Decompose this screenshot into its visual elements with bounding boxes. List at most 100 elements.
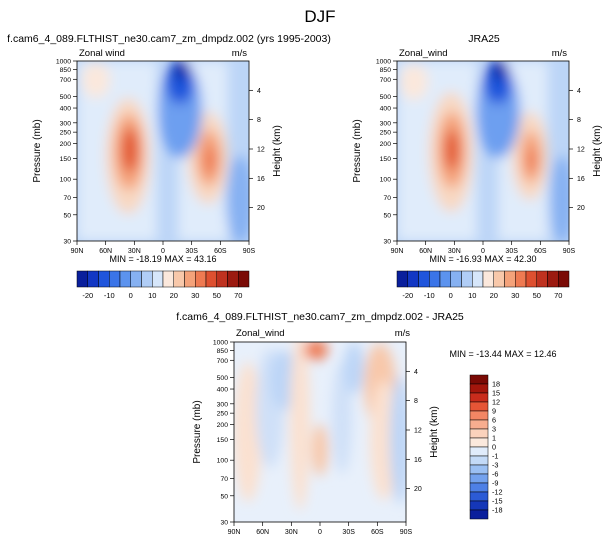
colorbar-swatch: [238, 270, 250, 288]
colorbar-label: 30: [191, 291, 199, 300]
y-tick-label: 100: [217, 458, 229, 465]
colorbar-label: -9: [492, 479, 499, 488]
y-tick-label: 200: [217, 422, 229, 429]
x-tick-label: 90S: [563, 248, 576, 255]
colorbar-label: 9: [492, 407, 496, 416]
panel-title: f.cam6_4_089.FLTHIST_ne30.cam7_zm_dmpdz.…: [176, 311, 464, 323]
colorbar-label: 0: [449, 291, 453, 300]
colorbar-swatch: [525, 270, 537, 288]
colorbar-swatch: [162, 270, 174, 288]
y-tick-label: 500: [60, 94, 72, 101]
height-tick-label: 16: [577, 176, 585, 183]
y-tick-label: 100: [60, 177, 72, 184]
colorbar-swatch: [469, 428, 489, 439]
colorbar-swatch: [469, 446, 489, 457]
x-tick-label: 90N: [71, 248, 84, 255]
colorbar-label: 10: [468, 291, 476, 300]
axes: 90N 60N 30N 0 30S 60S 90S 30 50 70 100 150 200 250 300…: [56, 59, 265, 256]
x-tick-label: 90N: [391, 248, 404, 255]
y-tick-label: 850: [380, 67, 392, 74]
x-tick-label: 60N: [256, 529, 269, 536]
diff-pos: [290, 342, 310, 510]
y-tick-label: 30: [220, 520, 228, 527]
colorbar-swatch: [469, 401, 489, 412]
y-tick-label: 150: [60, 156, 72, 163]
jet-north-core: [122, 128, 138, 172]
colorbar-swatch: [558, 270, 570, 288]
diff-neg: [332, 362, 352, 474]
south-surface: [550, 156, 569, 241]
colorbar-swatch: [227, 270, 239, 288]
colorbar-swatch: [469, 482, 489, 493]
x-tick-label: 30N: [285, 529, 298, 536]
colorbar-swatch: [493, 270, 505, 288]
ylabel: Pressure (mb): [32, 119, 43, 182]
x-tick-label: 30N: [128, 248, 141, 255]
axes: 90N 60N 30N 0 30S 60S 90S 30 50 70 100 150 200 250 300…: [213, 340, 422, 537]
colorbar-swatch: [396, 270, 408, 288]
colorbar-label: -3: [492, 461, 499, 470]
y-tick-label: 700: [60, 77, 72, 84]
ylabel-right: Height (km): [272, 125, 283, 177]
y-tick-label: 250: [380, 130, 392, 137]
x-tick-label: 60S: [214, 248, 227, 255]
x-tick-label: 30N: [448, 248, 461, 255]
colorbar-label: 50: [533, 291, 541, 300]
south-surface: [226, 156, 249, 241]
panel-title: f.cam6_4_089.FLTHIST_ne30.cam7_zm_dmpdz.…: [7, 33, 331, 45]
height-tick-label: 20: [414, 486, 422, 493]
heatmap-field: [397, 61, 569, 241]
y-tick-label: 30: [63, 239, 71, 246]
y-tick-label: 300: [217, 401, 229, 408]
jet-south-core: [204, 146, 216, 174]
x-tick-label: 60N: [419, 248, 432, 255]
diff-neg: [390, 376, 406, 504]
min-max-label: MIN = -16.93 MAX = 42.30: [429, 254, 536, 264]
colorbar-label: 70: [554, 291, 562, 300]
colorbar-swatch: [119, 270, 131, 288]
colorbar-swatch: [469, 410, 489, 421]
height-tick-label: 8: [414, 398, 418, 405]
x-tick-label: 90N: [228, 529, 241, 536]
y-tick-label: 250: [217, 411, 229, 418]
y-tick-label: 200: [60, 141, 72, 148]
y-tick-label: 1000: [376, 59, 391, 66]
y-tick-label: 1000: [56, 59, 71, 66]
ylabel-right: Height (km): [592, 125, 603, 177]
colorbar-swatch: [469, 419, 489, 430]
colorbar-swatch: [195, 270, 207, 288]
colorbar-swatch: [536, 270, 548, 288]
colorbar-swatch: [469, 374, 489, 385]
colorbar-label: 15: [492, 389, 500, 398]
y-tick-label: 70: [63, 195, 71, 202]
y-tick-label: 300: [60, 120, 72, 127]
colorbar-swatch: [141, 270, 153, 288]
height-tick-label: 16: [414, 457, 422, 464]
colorbar-swatch: [184, 270, 196, 288]
colorbar-swatch: [515, 270, 527, 288]
x-tick-label: 60S: [371, 529, 384, 536]
min-max-label: MIN = -18.19 MAX = 43.16: [109, 254, 216, 264]
height-tick-label: 20: [577, 205, 585, 212]
height-tick-label: 4: [257, 88, 261, 95]
panel-observed: JRA25 Zonal_wind m/s 90N 60N 30N 0 30S 6: [352, 33, 603, 264]
colorbar-swatch: [418, 270, 430, 288]
colorbar-swatch: [461, 270, 473, 288]
colorbar-label: 20: [490, 291, 498, 300]
colorbar-swatch: [504, 270, 516, 288]
ylabel: Pressure (mb): [192, 400, 203, 463]
y-tick-label: 700: [217, 358, 229, 365]
y-tick-label: 850: [217, 348, 229, 355]
panel-left-label: Zonal_wind: [236, 328, 285, 339]
colorbar-label: 30: [511, 291, 519, 300]
x-tick-label: 60S: [534, 248, 547, 255]
colorbar-swatch: [469, 455, 489, 466]
colorbar-swatch: [450, 270, 462, 288]
y-tick-label: 500: [217, 375, 229, 382]
y-tick-label: 200: [380, 141, 392, 148]
height-tick-label: 12: [577, 146, 585, 153]
panel-left-label: Zonal wind: [79, 48, 125, 59]
page-title: DJF: [304, 7, 335, 26]
colorbar-swatch: [98, 270, 110, 288]
